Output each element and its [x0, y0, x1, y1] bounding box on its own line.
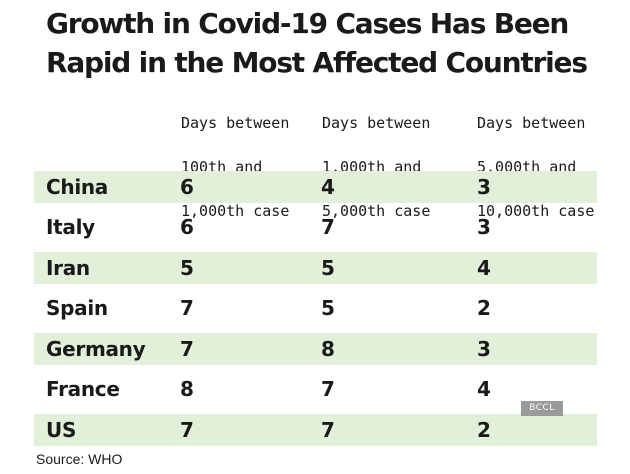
value-cell: 8 — [180, 377, 194, 401]
country-label: China — [46, 175, 109, 199]
value-cell: 2 — [477, 418, 491, 442]
value-cell: 5 — [321, 256, 335, 280]
value-cell: 4 — [477, 256, 491, 280]
table-row-china: China 6 4 3 — [34, 171, 597, 203]
bccl-watermark: BCCL — [521, 401, 563, 416]
value-cell: 7 — [321, 377, 335, 401]
value-cell: 7 — [180, 418, 194, 442]
country-label: Spain — [46, 296, 108, 320]
value-cell: 4 — [477, 377, 491, 401]
value-cell: 7 — [321, 418, 335, 442]
column-header-line: Days between — [181, 114, 290, 132]
column-header-line: 1,000th case — [181, 202, 290, 220]
table-row-france: France 8 7 4 — [34, 373, 597, 405]
table-row-iran: Iran 5 5 4 — [34, 252, 597, 284]
column-header-line: 5,000th case — [322, 202, 431, 220]
value-cell: 3 — [477, 337, 491, 361]
value-cell: 6 — [180, 215, 194, 239]
column-header-line: Days between — [477, 114, 586, 132]
country-label: Iran — [46, 256, 90, 280]
value-cell: 3 — [477, 175, 491, 199]
value-cell: 7 — [321, 215, 335, 239]
source-note: Source: WHO — [36, 451, 123, 467]
value-cell: 5 — [180, 256, 194, 280]
table-row-spain: Spain 7 5 2 — [34, 292, 597, 324]
country-label: Germany — [46, 337, 146, 361]
value-cell: 7 — [180, 296, 194, 320]
country-label: France — [46, 377, 120, 401]
value-cell: 8 — [321, 337, 335, 361]
table-row-us: US 7 7 2 — [34, 414, 597, 446]
value-cell: 4 — [321, 175, 335, 199]
value-cell: 7 — [180, 337, 194, 361]
column-header-line: 10,000th case — [477, 202, 595, 220]
table-row-italy: Italy 6 7 3 — [34, 211, 597, 243]
value-cell: 3 — [477, 215, 491, 239]
value-cell: 5 — [321, 296, 335, 320]
country-label: US — [46, 418, 77, 442]
country-label: Italy — [46, 215, 95, 239]
chart-title: Growth in Covid-19 Cases Has Been Rapid … — [46, 7, 588, 79]
column-header-line: Days between — [322, 114, 431, 132]
value-cell: 2 — [477, 296, 491, 320]
value-cell: 6 — [180, 175, 194, 199]
table-row-germany: Germany 7 8 3 — [34, 333, 597, 365]
